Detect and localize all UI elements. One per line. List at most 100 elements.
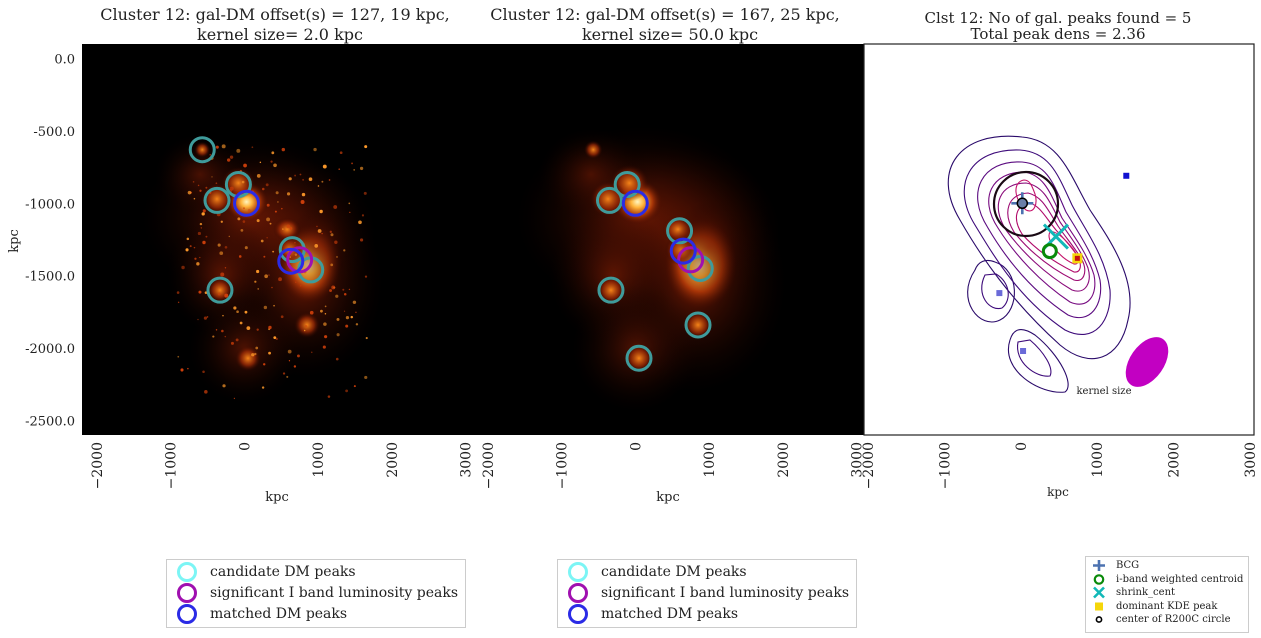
density-speck bbox=[264, 274, 269, 279]
density-speck bbox=[233, 306, 237, 310]
density-speck bbox=[272, 250, 275, 253]
x-tick-label: −1000 bbox=[164, 442, 180, 489]
legend-panel-3: BCG i-band weighted centroid shrink_cent… bbox=[1085, 556, 1249, 633]
panel-3-title: Clst 12: No of gal. peaks found = 5 bbox=[925, 9, 1192, 27]
plus-icon bbox=[1092, 559, 1106, 572]
density-speck bbox=[350, 315, 354, 319]
contour-9 bbox=[1015, 179, 1037, 212]
y-tick-label: -1500.0 bbox=[25, 270, 75, 285]
legend-label: shrink_cent bbox=[1116, 587, 1176, 599]
density-speck bbox=[359, 166, 364, 171]
density-speck bbox=[261, 386, 265, 389]
density-speck bbox=[269, 222, 272, 225]
density-speck bbox=[342, 288, 345, 291]
legend-panel-2: candidate DM peaks significant I band lu… bbox=[557, 559, 857, 628]
density-speck bbox=[194, 257, 197, 260]
density-blob bbox=[234, 345, 261, 372]
density-speck bbox=[324, 305, 327, 308]
density-speck bbox=[268, 274, 270, 276]
density-speck bbox=[224, 335, 227, 338]
density-speck bbox=[364, 145, 368, 149]
x-tick-label: −1000 bbox=[937, 442, 953, 489]
density-speck bbox=[256, 219, 260, 223]
density-speck bbox=[363, 191, 367, 195]
contour-2 bbox=[963, 149, 1111, 336]
density-speck bbox=[197, 231, 201, 236]
density-speck bbox=[302, 178, 305, 181]
peak-ring bbox=[686, 254, 714, 282]
legend-item: matched DM peaks bbox=[558, 603, 856, 624]
legend-item: significant I band luminosity peaks bbox=[167, 582, 465, 603]
density-speck bbox=[358, 220, 362, 225]
density-speck bbox=[287, 349, 292, 354]
legend-item: matched DM peaks bbox=[167, 603, 465, 624]
x-tick-label: 1000 bbox=[702, 442, 718, 478]
density-speck bbox=[275, 191, 279, 195]
density-speck bbox=[256, 269, 260, 274]
galaxy-peak-square bbox=[1020, 348, 1027, 355]
density-speck bbox=[271, 286, 273, 289]
density-speck bbox=[359, 238, 364, 242]
legend-item: candidate DM peaks bbox=[558, 561, 856, 582]
density-speck bbox=[294, 242, 296, 244]
density-speck bbox=[345, 316, 350, 320]
density-speck bbox=[219, 251, 224, 256]
peak-ring bbox=[677, 246, 705, 274]
density-speck bbox=[240, 229, 244, 232]
panel-3-xlabel: kpc bbox=[1047, 485, 1069, 499]
legend-item: significant I band luminosity peaks bbox=[558, 582, 856, 603]
panel-1: Cluster 12: gal-DM offset(s) = 127, 19 k… bbox=[7, 5, 475, 505]
contour-3 bbox=[977, 161, 1102, 319]
density-speck bbox=[215, 182, 218, 185]
small-ring-icon bbox=[1092, 613, 1106, 626]
contour-outer-lobe bbox=[967, 259, 1015, 323]
density-speck bbox=[233, 397, 236, 400]
density-speck bbox=[281, 147, 286, 152]
density-speck bbox=[331, 285, 336, 290]
density-speck bbox=[289, 256, 291, 258]
density-speck bbox=[353, 385, 356, 388]
density-speck bbox=[211, 176, 213, 178]
density-speck bbox=[293, 365, 297, 368]
contour-lower-inner bbox=[1017, 339, 1052, 377]
density-speck bbox=[343, 292, 347, 296]
density-speck bbox=[224, 245, 228, 249]
density-speck bbox=[254, 280, 257, 283]
density-speck bbox=[256, 173, 261, 178]
x-tick-label: 3000 bbox=[850, 442, 866, 478]
contour-6 bbox=[1007, 192, 1086, 282]
x-tick-label: 2000 bbox=[385, 442, 401, 478]
density-speck bbox=[330, 263, 334, 267]
contour-7 bbox=[1015, 202, 1081, 273]
density-speck bbox=[273, 336, 277, 340]
density-speck bbox=[241, 180, 245, 184]
density-speck bbox=[243, 163, 247, 168]
legend-item: i-band weighted centroid bbox=[1086, 573, 1248, 587]
density-speck bbox=[177, 355, 180, 358]
legend-panel-1: candidate DM peaks significant I band lu… bbox=[166, 559, 466, 628]
density-speck bbox=[343, 310, 346, 312]
peak-ring bbox=[203, 186, 231, 214]
density-speck bbox=[224, 267, 227, 269]
density-speck bbox=[176, 291, 180, 294]
density-speck bbox=[243, 207, 245, 210]
density-speck bbox=[196, 262, 200, 266]
density-blob bbox=[624, 343, 654, 374]
legend-item: BCG bbox=[1086, 559, 1248, 573]
density-speck bbox=[266, 203, 270, 207]
x-tick-label: −2000 bbox=[861, 442, 877, 489]
x-icon bbox=[1092, 586, 1106, 599]
density-speck bbox=[229, 155, 234, 159]
density-speck bbox=[294, 174, 297, 177]
panel-2: Cluster 12: gal-DM offset(s) = 167, 25 k… bbox=[473, 5, 866, 505]
density-speck bbox=[328, 179, 331, 181]
density-speck bbox=[339, 151, 343, 155]
legend-label: significant I band luminosity peaks bbox=[601, 584, 850, 601]
density-speck bbox=[235, 338, 239, 342]
r200c-center-marker bbox=[1016, 197, 1029, 210]
density-speck bbox=[343, 249, 346, 252]
density-speck bbox=[286, 192, 291, 196]
density-speck bbox=[338, 168, 341, 170]
density-speck bbox=[224, 293, 229, 298]
density-speck bbox=[365, 336, 368, 340]
